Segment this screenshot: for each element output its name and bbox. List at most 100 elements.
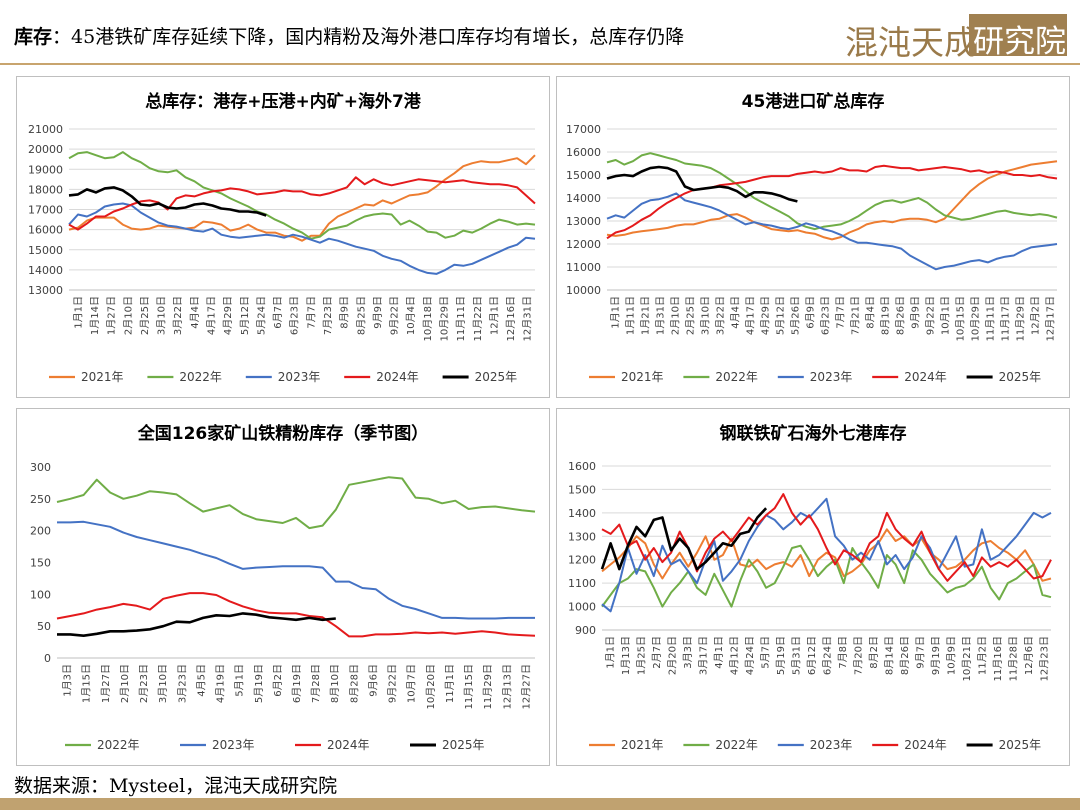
x-tick-label: 10月15日 — [955, 296, 967, 341]
x-tick-label: 9月22日 — [925, 296, 937, 335]
x-tick-label: 2月7日 — [651, 636, 663, 669]
legend-label: 2024年 — [327, 738, 370, 752]
y-tick-label: 15000 — [566, 169, 601, 182]
y-tick-label: 10000 — [566, 284, 601, 297]
x-tick-label: 9月9日 — [372, 296, 384, 329]
chart-panel-overseas-ports: 钢联铁矿石海外七港库存 900 1000 1100 1200 1300 1400 1500 16… — [556, 408, 1070, 766]
x-tick-label: 4月24日 — [744, 636, 756, 675]
series-line-2 — [68, 151, 536, 240]
series-line-4 — [606, 164, 1058, 240]
series-line-2 — [57, 520, 535, 620]
series-line-3 — [56, 592, 536, 638]
x-tick-label: 11月2日 — [976, 636, 988, 675]
page-title: 库存：45港铁矿库存延续下降，国内精粉及海外港口库存均有增长，总库存仍降 — [14, 22, 684, 49]
y-tick-label: 11000 — [566, 261, 601, 274]
x-tick-label: 10月29日 — [970, 296, 982, 341]
x-tick-label: 4月1日 — [713, 636, 725, 669]
header-rule — [0, 63, 1080, 65]
x-tick-label: 8月14日 — [883, 636, 895, 675]
x-tick-label: 10月20日 — [425, 664, 437, 709]
x-tick-label: 10月7日 — [406, 664, 418, 703]
x-tick-label: 12月13日 — [501, 664, 513, 709]
x-tick-label: 7月20日 — [852, 636, 864, 675]
y-tick-label: 19000 — [28, 163, 63, 176]
logo-box-text: 研究院 — [973, 24, 1066, 60]
x-tick-label: 3月22日 — [172, 296, 184, 335]
x-tick-label: 12月27日 — [520, 664, 532, 709]
x-tick-label: 11月16日 — [992, 636, 1004, 681]
x-tick-label: 6月2日 — [272, 664, 284, 697]
series-line-1 — [56, 476, 536, 530]
series-line-3 — [606, 192, 1058, 271]
x-tick-label: 11月22日 — [472, 296, 484, 341]
y-tick-label: 18000 — [28, 183, 63, 196]
chart-45-ports: 45港进口矿总库存 10000 11000 12000 13000 14000 15000 1… — [566, 91, 1058, 384]
y-tick-label: 1200 — [568, 554, 596, 567]
y-tick-label: 250 — [30, 493, 51, 506]
x-tick-label: 5月1日 — [234, 664, 246, 697]
x-tick-label: 12月31日 — [522, 296, 534, 341]
x-tick-label: 1月1日 — [605, 636, 617, 669]
x-tick-label: 1月14日 — [89, 296, 101, 335]
x-tick-label: 5月7日 — [760, 636, 772, 669]
y-tick-label: 900 — [575, 624, 596, 637]
y-tick-label: 14000 — [28, 264, 63, 277]
x-tick-label: 5月24日 — [255, 296, 267, 335]
series-line-3 — [601, 497, 1052, 613]
legend-label: 2025年 — [999, 370, 1042, 384]
series-line-1 — [606, 160, 1058, 241]
x-tick-label: 5月19日 — [253, 664, 265, 703]
x-tick-label: 2月10日 — [122, 296, 134, 335]
x-tick-label: 8月2日 — [868, 636, 880, 669]
legend-label: 2025年 — [442, 738, 485, 752]
series-line-5 — [68, 186, 267, 217]
y-tick-label: 17000 — [566, 123, 601, 136]
series-line-5 — [600, 507, 768, 571]
y-tick-label: 15000 — [28, 244, 63, 257]
y-tick-label: 20000 — [28, 143, 63, 156]
x-tick-label: 4月17日 — [745, 296, 757, 335]
chart-panel-45-ports: 45港进口矿总库存 10000 11000 12000 13000 14000 15000 1… — [556, 76, 1070, 398]
series-line-4 — [68, 176, 536, 231]
legend-label: 2023年 — [212, 738, 255, 752]
legend-label: 2024年 — [376, 370, 419, 384]
x-tick-label: 7月8日 — [837, 636, 849, 669]
series-line-2 — [601, 544, 1052, 608]
legend-label: 2025年 — [999, 738, 1042, 752]
y-tick-label: 1300 — [568, 530, 596, 543]
x-tick-label: 12月1日 — [488, 296, 500, 335]
legend-label: 2022年 — [715, 370, 758, 384]
y-tick-label: 0 — [44, 652, 51, 665]
chart-title: 全国126家矿山铁精粉库存（季节图） — [137, 423, 429, 444]
y-tick-label: 14000 — [566, 192, 601, 205]
x-tick-label: 3月23日 — [176, 664, 188, 703]
company-logo: 混沌天成 研究院 — [845, 14, 1067, 62]
y-tick-label: 50 — [37, 620, 51, 633]
x-tick-label: 1月25日 — [636, 636, 648, 675]
y-tick-label: 1500 — [568, 483, 596, 496]
legend-label: 2021年 — [621, 370, 664, 384]
series-line-1 — [601, 528, 1052, 582]
x-tick-label: 6月9日 — [805, 296, 817, 329]
x-tick-label: 10月9日 — [945, 636, 957, 675]
y-tick-label: 12000 — [566, 238, 601, 251]
x-tick-label: 9月19日 — [930, 636, 942, 675]
legend-label: 2021年 — [81, 370, 124, 384]
x-tick-label: 11月11日 — [985, 296, 997, 341]
series-line-1 — [68, 154, 536, 242]
x-tick-label: 3月10日 — [157, 664, 169, 703]
chart-title: 钢联铁矿石海外七港库存 — [720, 423, 907, 444]
x-tick-label: 6月7日 — [272, 296, 284, 329]
x-tick-label: 10月18日 — [422, 296, 434, 341]
legend-label: 2022年 — [715, 738, 758, 752]
x-tick-label: 8月9日 — [339, 296, 351, 329]
chart-title: 45港进口矿总库存 — [742, 91, 885, 112]
page-title-bold: 库存 — [14, 26, 53, 48]
x-tick-label: 4月12日 — [729, 636, 741, 675]
legend-label: 2023年 — [810, 738, 853, 752]
y-tick-label: 1400 — [568, 507, 596, 520]
x-tick-label: 2月20日 — [667, 636, 679, 675]
x-tick-label: 3月17日 — [698, 636, 710, 675]
x-tick-label: 1月21日 — [640, 296, 652, 335]
series-line-4 — [57, 612, 336, 637]
